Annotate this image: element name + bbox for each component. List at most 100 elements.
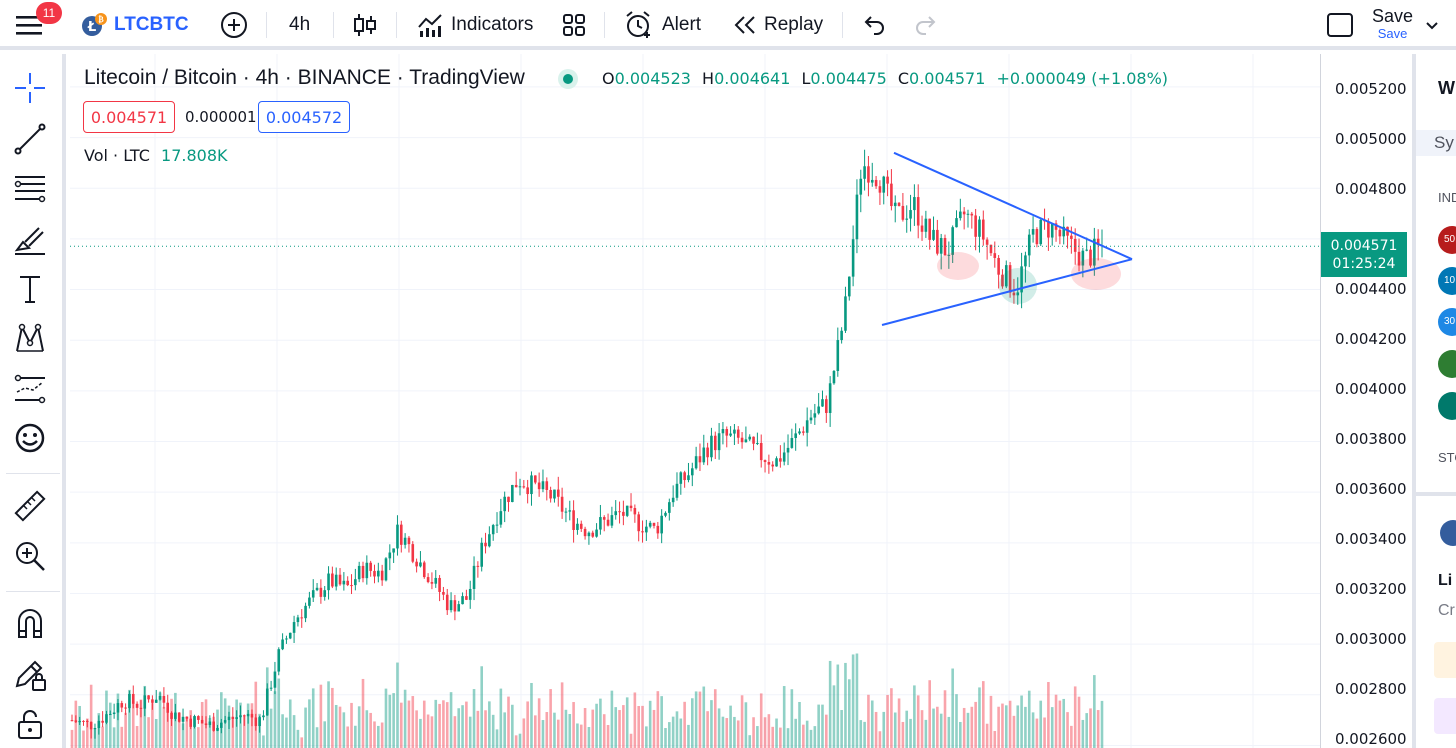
watchlist-item-icon[interactable]: 30 (1438, 308, 1456, 336)
candle-body (514, 484, 518, 488)
watchlist-item-icon[interactable] (1438, 392, 1456, 420)
volume-bar (645, 726, 648, 748)
replay-button[interactable]: Replay (732, 0, 823, 50)
volume-bar (553, 712, 556, 748)
watchlist-item-icon[interactable]: 50 (1438, 226, 1456, 254)
candle-body (549, 489, 552, 499)
open-value: 0.004523 (614, 69, 691, 88)
candle-body (162, 695, 166, 703)
candle-body (154, 699, 158, 703)
interval-button[interactable]: 4h (289, 0, 310, 50)
candle-body (392, 548, 395, 553)
candle-body (759, 442, 763, 461)
candle-body (591, 532, 595, 537)
indicators-button[interactable]: Indicators (416, 0, 533, 50)
chart-area[interactable] (70, 54, 1320, 748)
alert-button[interactable]: Alert (624, 0, 701, 50)
layouts-button[interactable] (561, 0, 587, 50)
volume-bar (989, 695, 993, 748)
candle-body (143, 695, 147, 709)
magnet-tool[interactable] (12, 606, 48, 642)
crosshair-tool[interactable] (12, 70, 48, 106)
volume-bar (124, 712, 127, 748)
zoom-in-tool[interactable] (12, 538, 48, 574)
fib-tool[interactable] (12, 170, 48, 206)
fullscreen-button[interactable] (1326, 0, 1354, 50)
undo-button[interactable] (862, 0, 886, 50)
candle-body (576, 523, 579, 530)
candle-body (74, 720, 78, 723)
volume-bar (491, 714, 495, 748)
volume-bar (369, 712, 372, 748)
symbol-search-button[interactable]: Ł ₿ LTCBTC (80, 0, 189, 50)
lock-tool[interactable] (12, 706, 48, 742)
watchlist-item-icon[interactable] (1438, 350, 1456, 378)
save-menu-button[interactable] (1424, 0, 1440, 50)
volume-bar (507, 696, 510, 748)
volume-bar (690, 698, 694, 748)
volume-bar (430, 716, 434, 748)
candle-body (599, 517, 602, 530)
volume-bar (265, 667, 269, 748)
menu-button[interactable] (14, 0, 44, 50)
volume-bar (1008, 700, 1012, 748)
sell-button[interactable]: 0.004571 (83, 101, 175, 133)
candle-body (350, 585, 353, 587)
candle-body (354, 579, 357, 586)
candle-body (870, 179, 874, 183)
volume-bar (1020, 695, 1023, 748)
volume-bar (530, 682, 533, 748)
candle-body (476, 565, 480, 567)
pattern-tool[interactable] (12, 320, 48, 356)
trend-line-tool[interactable] (12, 121, 48, 157)
volume-bar (541, 720, 545, 748)
candle-body (817, 406, 820, 414)
candle-body (959, 211, 962, 219)
volume-bar (974, 701, 977, 748)
buy-button[interactable]: 0.004572 (258, 101, 350, 133)
volume-bar (269, 708, 273, 748)
price-axis-label: 0.003000 (1335, 630, 1407, 648)
candle-body (813, 413, 817, 418)
volume-bar (1062, 698, 1066, 748)
watchlist-item-icon[interactable]: 10 (1438, 267, 1456, 295)
candle-body (128, 693, 131, 709)
stay-in-drawing-tool[interactable] (12, 657, 48, 693)
candle-body (733, 429, 736, 434)
candle-body (537, 482, 541, 490)
candle-body (373, 570, 376, 577)
candle-body (595, 529, 598, 537)
volume-bar (461, 705, 464, 748)
volume-bar (962, 707, 966, 748)
candle-body (101, 720, 104, 723)
compare-button[interactable] (220, 0, 248, 50)
volume-bar (660, 696, 663, 748)
measure-tool[interactable] (12, 488, 48, 524)
volume-bar (135, 726, 139, 748)
brush-tool[interactable] (12, 221, 48, 257)
volume-bar (1070, 725, 1073, 748)
candle-body (120, 703, 124, 708)
volume-bar (181, 723, 185, 748)
volume-bar (112, 727, 116, 748)
forecast-tool[interactable] (12, 371, 48, 407)
chart-type-button[interactable] (352, 0, 378, 50)
candle-body (407, 537, 411, 545)
volume-bar (740, 695, 744, 748)
candle-body (744, 439, 748, 443)
volume-bar (729, 705, 732, 748)
icons-tool[interactable] (12, 420, 48, 456)
volume-bar (311, 688, 315, 748)
triangle-upper-line (893, 151, 1133, 261)
save-button[interactable]: Save Save (1372, 0, 1413, 50)
candle-body (338, 574, 342, 585)
candle-body (847, 276, 851, 297)
volume-bar (357, 706, 361, 748)
text-tool[interactable] (12, 271, 48, 307)
candle-body (809, 417, 813, 421)
volume-bar (855, 653, 859, 748)
candle-body (1008, 265, 1012, 293)
redo-button[interactable] (914, 0, 938, 50)
price-axis[interactable]: 0.005200 0.005000 0.004800 0.004400 0.00… (1320, 54, 1412, 748)
price-chart[interactable] (70, 54, 1320, 748)
